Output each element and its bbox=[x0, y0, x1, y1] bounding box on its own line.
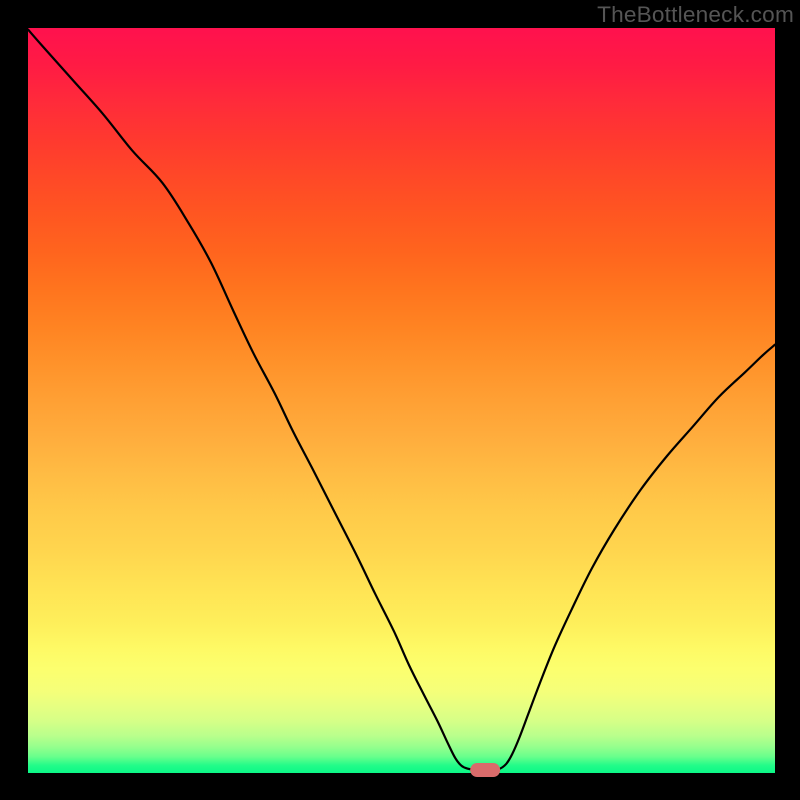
bottleneck-chart bbox=[0, 0, 800, 800]
plot-gradient-area bbox=[28, 28, 775, 773]
watermark-label: TheBottleneck.com bbox=[597, 2, 794, 28]
optimal-marker bbox=[470, 763, 500, 777]
